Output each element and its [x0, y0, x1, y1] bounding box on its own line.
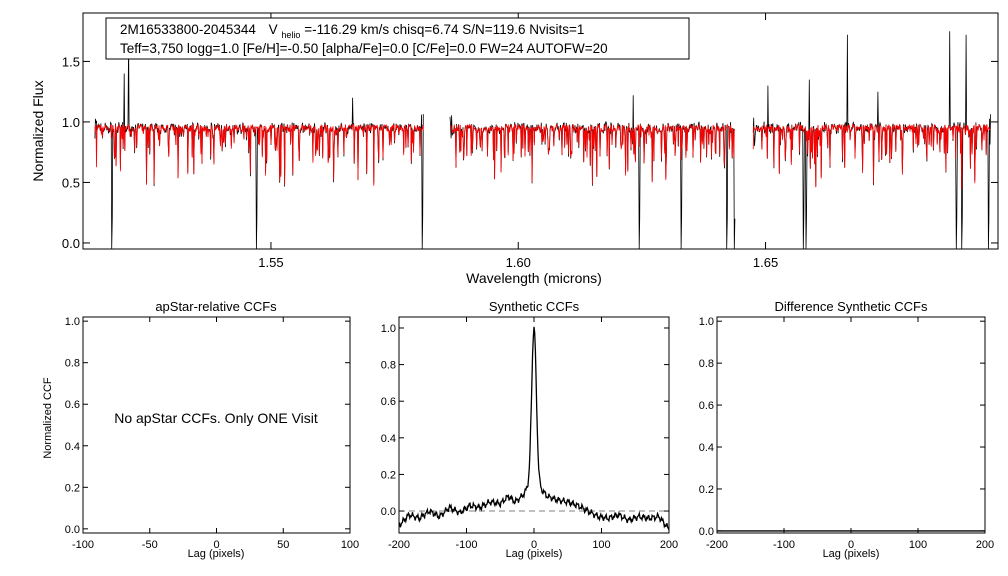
apstar-ytick-label: 0.6 — [65, 399, 80, 411]
spectrum-panel: 1.55 1.60 1.65 0.0 0.5 1.0 1.5 Wavelength (mic… — [30, 12, 999, 286]
difference-ytick-label: 1.0 — [699, 316, 714, 328]
difference-title: Difference Synthetic CCFs — [775, 299, 928, 314]
info-velocity-subscript: helio — [281, 30, 300, 40]
difference-axes: -200 -100 0 100 200 0.0 0.2 0.4 0.6 0.8 1.0 — [699, 316, 994, 551]
apstar-ccf-panel: apStar-relative CCFs -100 -50 0 50 100 0.0 0.2… — [42, 299, 359, 560]
apstar-xlabel: Lag (pixels) — [188, 548, 245, 560]
info-line-2: Teff=3,750 logg=1.0 [Fe/H]=-0.50 [alpha/… — [120, 41, 608, 56]
difference-ytick-label: 0.8 — [699, 358, 714, 370]
synthetic-ytick-label: 0.0 — [381, 506, 396, 518]
apstar-ytick-label: 0.2 — [65, 482, 80, 494]
apstar-axes: -100 -50 0 50 100 0.0 0.2 0.4 0.6 0.8 1.0 — [65, 316, 359, 551]
synthetic-xtick-label: 200 — [660, 539, 678, 551]
spectrum-ytick-label: 1.0 — [62, 115, 80, 130]
spectrum-ytick-label: 0.5 — [62, 175, 80, 190]
model-spectrum-line — [752, 123, 991, 189]
difference-xtick-label: 200 — [976, 539, 994, 551]
apstar-xtick-label: -100 — [72, 539, 94, 551]
difference-ytick-label: 0.2 — [699, 484, 714, 496]
observed-spectrum-line — [752, 31, 991, 250]
synthetic-frame — [398, 316, 670, 534]
difference-frame — [716, 316, 986, 534]
synthetic-ccf-line — [398, 326, 670, 531]
spectrum-frame — [82, 12, 999, 250]
difference-xlabel: Lag (pixels) — [823, 548, 880, 560]
difference-xtick-label: -100 — [773, 539, 795, 551]
apstar-ytick-label: 0.4 — [65, 441, 80, 453]
apstar-xtick-label: 0 — [213, 539, 219, 551]
info-line-1: 2M16533800-2045344 V helio =-116.29 km/s… — [120, 22, 584, 41]
synthetic-ytick-label: 0.2 — [381, 469, 396, 481]
difference-ytick-label: 0.6 — [699, 400, 714, 412]
spectrum-axes: 1.55 1.60 1.65 0.0 0.5 1.0 1.5 — [62, 13, 998, 270]
spectrum-plot-area — [94, 31, 991, 250]
apstar-ylabel: Normalized CCF — [42, 377, 54, 459]
model-spectrum-line — [94, 123, 424, 186]
apstar-ytick-label: 0.8 — [65, 358, 80, 370]
apstar-ytick-label: 0.0 — [65, 524, 80, 536]
synthetic-ytick-label: 0.6 — [381, 396, 396, 408]
difference-xtick-label: -200 — [706, 539, 728, 551]
difference-xtick-label: 0 — [848, 539, 854, 551]
synthetic-xtick-label: -200 — [388, 539, 410, 551]
synthetic-xtick-label: -100 — [455, 539, 477, 551]
synthetic-plot-area — [398, 326, 670, 531]
synthetic-title: Synthetic CCFs — [489, 299, 580, 314]
spectrum-ylabel: Normalized Flux — [30, 80, 46, 181]
info-box: 2M16533800-2045344 V helio =-116.29 km/s… — [105, 17, 690, 60]
difference-ccf-panel: Difference Synthetic CCFs -200 -100 0 100 20… — [699, 299, 994, 560]
synthetic-ytick-label: 1.0 — [381, 323, 396, 335]
info-object: 2M16533800-2045344 — [120, 22, 256, 37]
difference-xtick-label: 100 — [909, 539, 927, 551]
apstar-xtick-label: 50 — [277, 539, 289, 551]
apstar-title: apStar-relative CCFs — [155, 299, 277, 314]
synthetic-ytick-label: 0.4 — [381, 433, 396, 445]
spectrum-xtick-label: 1.60 — [506, 255, 531, 270]
difference-ytick-label: 0.4 — [699, 442, 714, 454]
spectrum-xtick-label: 1.65 — [753, 255, 778, 270]
info-line-1-rest: =-116.29 km/s chisq=6.74 S/N=119.6 Nvisi… — [304, 22, 584, 37]
apstar-no-data-note: No apStar CCFs. Only ONE Visit — [114, 410, 318, 426]
model-spectrum-line — [449, 123, 736, 185]
synthetic-xtick-label: 0 — [531, 539, 537, 551]
spectrum-xlabel: Wavelength (microns) — [466, 270, 602, 286]
difference-ytick-label: 0.0 — [699, 526, 714, 538]
spectrum-xtick-label: 1.55 — [258, 255, 283, 270]
synthetic-xlabel: Lag (pixels) — [506, 548, 563, 560]
spectrum-ytick-label: 1.5 — [62, 54, 80, 69]
info-box-frame — [105, 17, 690, 60]
apstar-ytick-label: 1.0 — [65, 316, 80, 328]
synthetic-axes: -200 -100 0 100 200 0.0 0.2 0.4 0.6 0.8 1.0 — [381, 317, 678, 551]
synthetic-ytick-label: 0.8 — [381, 360, 396, 372]
synthetic-xtick-label: 100 — [592, 539, 610, 551]
spectrum-ytick-label: 0.0 — [62, 236, 80, 251]
apstar-xtick-label: 100 — [341, 539, 359, 551]
synthetic-ccf-panel: Synthetic CCFs -200 -100 0 100 200 0.0 0.2 0.4 0… — [381, 299, 678, 560]
info-velocity-label: V — [269, 22, 278, 37]
apstar-xtick-label: -50 — [142, 539, 158, 551]
